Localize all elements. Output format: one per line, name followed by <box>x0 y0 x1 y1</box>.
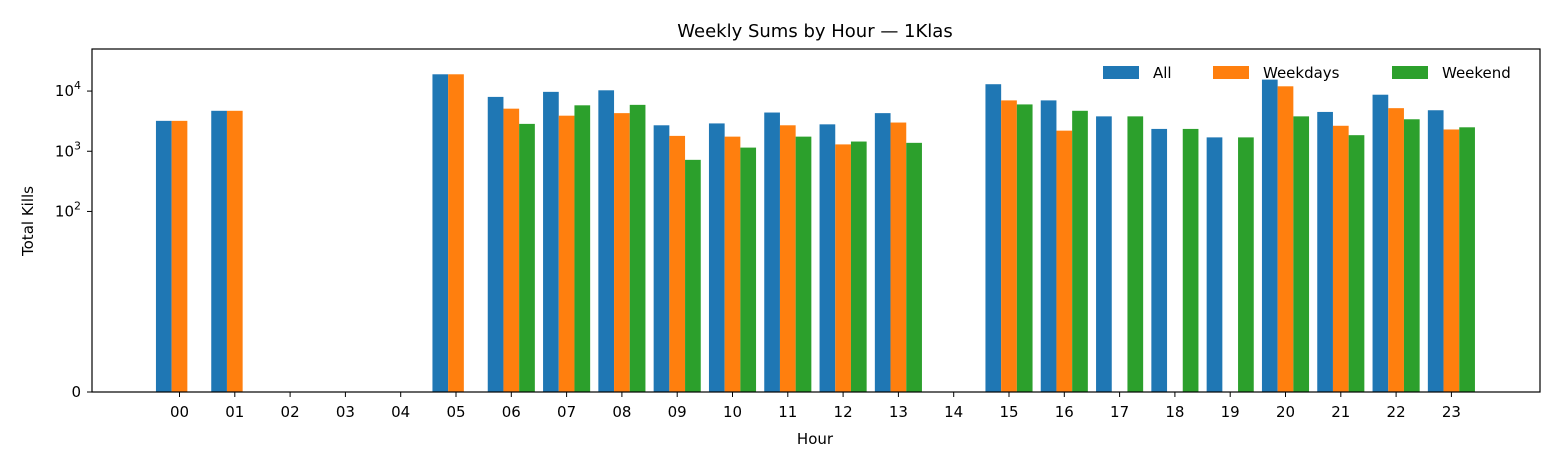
x-tick-label: 08 <box>612 403 631 421</box>
x-tick-label: 19 <box>1221 403 1240 421</box>
bars-group <box>155 74 1475 393</box>
bar-weekend-17 <box>1127 116 1144 393</box>
bar-all-06 <box>487 96 504 393</box>
x-tick-label: 18 <box>1165 403 1184 421</box>
y-tick-label: 104 <box>55 79 81 100</box>
x-tick-label: 10 <box>723 403 742 421</box>
plot-area-frame <box>91 48 1541 393</box>
bar-weekend-12 <box>850 141 867 392</box>
bar-weekdays-21 <box>1332 125 1349 392</box>
x-tick-label: 01 <box>225 403 244 421</box>
bar-weekdays-06 <box>503 108 520 393</box>
bar-weekend-16 <box>1072 110 1088 393</box>
x-tick-label: 06 <box>502 403 521 421</box>
bar-weekdays-10 <box>724 136 741 392</box>
bar-all-23 <box>1427 110 1444 392</box>
bar-all-22 <box>1372 94 1389 393</box>
bar-all-09 <box>653 125 670 392</box>
bar-weekdays-12 <box>835 144 851 392</box>
bar-all-20 <box>1261 79 1278 393</box>
bar-weekend-23 <box>1459 127 1475 393</box>
x-tick-label: 14 <box>944 403 963 421</box>
x-tick-label: 20 <box>1276 403 1295 421</box>
bar-all-10 <box>708 123 725 393</box>
x-tick-label: 04 <box>391 403 410 421</box>
y-axis: 0 102 103 104 <box>55 79 92 401</box>
legend-swatch-weekdays <box>1213 66 1249 79</box>
bar-all-19 <box>1206 137 1223 392</box>
bar-weekend-15 <box>1016 104 1033 393</box>
bar-all-21 <box>1317 111 1333 392</box>
bar-all-12 <box>819 124 836 392</box>
bar-all-07 <box>543 91 559 393</box>
legend-label-weekend: Weekend <box>1442 64 1511 82</box>
x-tick-label: 22 <box>1387 403 1406 421</box>
bar-all-18 <box>1151 128 1168 393</box>
x-tick-label: 03 <box>336 403 355 421</box>
y-tick-label: 102 <box>55 199 81 220</box>
chart-title: Weekly Sums by Hour — 1Klas <box>677 21 952 42</box>
legend-swatch-weekend <box>1392 66 1428 79</box>
x-tick-label: 23 <box>1442 403 1461 421</box>
x-tick-label: 02 <box>281 403 300 421</box>
bar-weekdays-05 <box>448 74 464 392</box>
x-tick-label: 00 <box>170 403 189 421</box>
bar-weekdays-16 <box>1056 130 1073 392</box>
bar-weekend-18 <box>1182 128 1199 393</box>
bar-weekdays-20 <box>1277 86 1294 393</box>
bar-weekend-06 <box>519 123 535 392</box>
x-tick-label: 15 <box>999 403 1018 421</box>
bar-weekend-08 <box>629 104 646 393</box>
x-tick-label: 16 <box>1055 403 1074 421</box>
bar-weekend-13 <box>906 142 922 392</box>
bar-weekend-10 <box>740 147 757 392</box>
bar-all-16 <box>1040 100 1057 392</box>
bar-weekdays-09 <box>669 135 686 392</box>
bar-weekdays-07 <box>558 115 575 393</box>
y-tick-label: 103 <box>55 139 81 160</box>
bar-weekend-11 <box>795 136 812 392</box>
bar-weekend-07 <box>574 105 591 392</box>
bar-weekdays-00 <box>171 120 188 392</box>
legend-label-all: All <box>1153 64 1172 82</box>
x-axis-label: Hour <box>797 430 834 448</box>
x-tick-label: 11 <box>778 403 797 421</box>
x-tick-label: 07 <box>557 403 576 421</box>
bar-weekend-20 <box>1293 116 1310 393</box>
x-tick-label: 09 <box>668 403 687 421</box>
bar-weekdays-15 <box>1001 100 1017 392</box>
bar-all-15 <box>985 84 1002 393</box>
y-axis-label: Total Kills <box>19 186 37 257</box>
bar-all-17 <box>1096 116 1112 393</box>
x-axis: 00 01 02 03 04 05 06 07 08 09 10 11 12 13 14 15 16 17 18 19… <box>170 392 1461 421</box>
bar-weekdays-23 <box>1443 129 1460 393</box>
bar-all-13 <box>874 113 891 392</box>
bar-weekend-19 <box>1238 137 1254 392</box>
x-tick-label: 13 <box>889 403 908 421</box>
bar-weekend-21 <box>1348 135 1365 393</box>
bar-weekdays-22 <box>1388 108 1404 392</box>
y-tick-label: 0 <box>71 383 81 401</box>
bar-all-11 <box>764 112 780 392</box>
bar-all-05 <box>432 74 449 392</box>
bar-all-01 <box>211 110 227 393</box>
bar-weekend-22 <box>1403 119 1420 393</box>
bar-all-08 <box>598 90 615 393</box>
x-tick-label: 05 <box>446 403 465 421</box>
bar-weekdays-08 <box>614 113 630 392</box>
bar-weekdays-13 <box>890 122 907 392</box>
bar-weekdays-01 <box>226 110 243 393</box>
x-tick-label: 12 <box>834 403 853 421</box>
x-tick-label: 17 <box>1110 403 1129 421</box>
x-tick-label: 21 <box>1331 403 1350 421</box>
legend: All Weekdays Weekend <box>1103 64 1511 82</box>
bar-weekend-09 <box>685 159 701 392</box>
bar-all-00 <box>155 120 172 392</box>
legend-swatch-all <box>1103 66 1139 79</box>
legend-label-weekdays: Weekdays <box>1263 64 1340 82</box>
bar-weekdays-11 <box>779 125 796 392</box>
